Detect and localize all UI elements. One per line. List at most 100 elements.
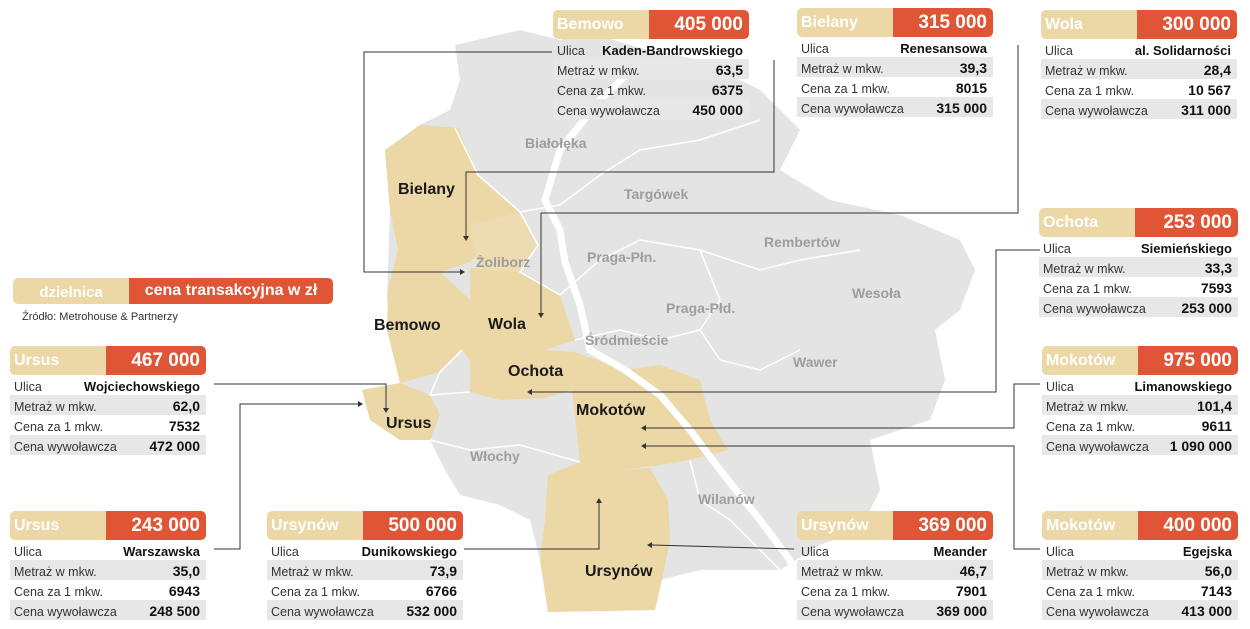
map-label-praga-pln: Praga-Płn.	[587, 249, 657, 265]
value-price-per-m2: 9611	[1201, 418, 1232, 434]
label-price-per-m2: Cena za 1 mkw.	[1045, 84, 1134, 98]
label-asking: Cena wywoławcza	[14, 605, 117, 619]
value-asking: 311 000	[1181, 102, 1231, 118]
label-street: Ulica	[271, 545, 299, 559]
label-price-per-m2: Cena za 1 mkw.	[1046, 585, 1135, 599]
map-label-wilanow: Wilanów	[698, 491, 755, 507]
map-label-wawer: Wawer	[793, 354, 838, 370]
map-label-zoliborz: Żoliborz	[476, 254, 531, 270]
value-price-per-m2: 7901	[955, 583, 987, 599]
value-area: 39,3	[959, 60, 987, 76]
value-street: Limanowskiego	[1134, 379, 1232, 394]
label-price-per-m2: Cena za 1 mkw.	[1043, 282, 1132, 296]
district-ursynow	[540, 462, 670, 612]
value-area: 35,0	[172, 563, 200, 579]
label-area: Metraż w mkw.	[801, 62, 884, 76]
card-mokotow-1: Mokotów 975 000 Ulica Limanowskiego Metraż…	[1042, 346, 1238, 455]
legend: dzielnica cena transakcyjna w zł	[13, 278, 333, 304]
value-area: 56,0	[1204, 563, 1232, 579]
value-asking: 369 000	[936, 603, 987, 619]
label-price-per-m2: Cena za 1 mkw.	[801, 585, 890, 599]
label-asking: Cena wywoławcza	[801, 102, 904, 116]
legend-district: dzielnica	[13, 278, 129, 304]
label-asking: Cena wywoławcza	[1043, 302, 1146, 316]
value-price-per-m2: 7143	[1200, 583, 1232, 599]
value-street: Siemieńskiego	[1140, 241, 1232, 256]
card-district: Ursus	[10, 511, 106, 540]
label-street: Ulica	[1046, 545, 1074, 559]
value-street: Meander	[933, 544, 987, 559]
map-label-wesola: Wesoła	[852, 285, 901, 301]
value-price-per-m2: 7593	[1200, 280, 1232, 296]
label-street: Ulica	[1046, 380, 1074, 394]
district-borders	[428, 119, 861, 571]
card-district: Wola	[1041, 10, 1137, 39]
value-area: 101,4	[1196, 398, 1232, 414]
map-label-bielany: Bielany	[398, 181, 455, 198]
map-label-srodmiescie: Śródmieście	[585, 332, 669, 348]
label-price-per-m2: Cena za 1 mkw.	[557, 84, 646, 98]
label-asking: Cena wywoławcza	[14, 440, 117, 454]
label-street: Ulica	[1045, 44, 1073, 58]
label-area: Metraż w mkw.	[1043, 262, 1126, 276]
card-district: Ursynów	[267, 511, 363, 540]
label-price-per-m2: Cena za 1 mkw.	[271, 585, 360, 599]
value-area: 28,4	[1203, 62, 1231, 78]
label-area: Metraż w mkw.	[1045, 64, 1128, 78]
card-district: Mokotów	[1042, 346, 1138, 375]
card-mokotow-2: Mokotów 400 000 Ulica Egejska Metraż w mkw…	[1042, 511, 1238, 620]
label-price-per-m2: Cena za 1 mkw.	[801, 82, 890, 96]
label-street: Ulica	[14, 380, 42, 394]
label-street: Ulica	[801, 545, 829, 559]
map-label-praga-pld: Praga-Płd.	[666, 300, 736, 316]
map-label-bemowo: Bemowo	[374, 317, 441, 334]
value-asking: 315 000	[936, 100, 987, 116]
value-area: 63,5	[715, 62, 743, 78]
label-area: Metraż w mkw.	[14, 400, 97, 414]
value-area: 62,0	[172, 398, 200, 414]
card-price: 243 000	[106, 511, 206, 540]
value-street: Egejska	[1182, 544, 1232, 559]
card-district: Ochota	[1039, 208, 1135, 237]
value-price-per-m2: 7532	[168, 418, 200, 434]
value-street: al. Solidarności	[1134, 43, 1231, 58]
map-label-ursynow: Ursynów	[585, 563, 653, 580]
connector-arrows	[358, 236, 652, 548]
label-area: Metraż w mkw.	[1046, 565, 1129, 579]
card-price: 300 000	[1137, 10, 1237, 39]
value-street: Renesansowa	[900, 41, 987, 56]
label-asking: Cena wywoławcza	[557, 104, 660, 118]
map-label-rembertow: Rembertów	[764, 234, 841, 250]
district-ursus	[362, 383, 440, 440]
value-area: 46,7	[959, 563, 987, 579]
card-ursynow-1: Ursynów 500 000 Ulica Dunikowskiego Metraż…	[267, 511, 463, 620]
card-price: 315 000	[893, 8, 993, 37]
label-area: Metraż w mkw.	[1046, 400, 1129, 414]
card-district: Bemowo	[553, 10, 649, 39]
card-district: Mokotów	[1042, 511, 1138, 540]
value-price-per-m2: 8015	[955, 80, 987, 96]
label-area: Metraż w mkw.	[14, 565, 97, 579]
card-ursus-1: Ursus 467 000 Ulica Wojciechowskiego Metra…	[10, 346, 206, 455]
label-asking: Cena wywoławcza	[801, 605, 904, 619]
label-price-per-m2: Cena za 1 mkw.	[14, 420, 103, 434]
card-wola: Wola 300 000 Ulica al. Solidarności Metraż…	[1041, 10, 1237, 119]
value-street: Kaden-Bandrowskiego	[602, 43, 743, 58]
card-price: 400 000	[1138, 511, 1238, 540]
card-ursynow-2: Ursynów 369 000 Ulica Meander Metraż w mkw…	[797, 511, 993, 620]
label-area: Metraż w mkw.	[557, 64, 640, 78]
district-mokotow	[572, 352, 728, 470]
value-street: Dunikowskiego	[361, 544, 457, 559]
value-asking: 450 000	[692, 102, 743, 118]
map-label-ochota: Ochota	[508, 363, 564, 380]
card-price: 405 000	[649, 10, 749, 39]
map-label-mokotow: Mokotów	[576, 402, 646, 419]
card-ursus-2: Ursus 243 000 Ulica Warszawska Metraż w mk…	[10, 511, 206, 620]
label-price-per-m2: Cena za 1 mkw.	[14, 585, 103, 599]
value-asking: 248 500	[149, 603, 200, 619]
card-district: Bielany	[797, 8, 893, 37]
map-label-ursus: Ursus	[386, 415, 432, 432]
district-bemowo	[387, 250, 470, 383]
map-label-wlochy: Włochy	[470, 448, 520, 464]
